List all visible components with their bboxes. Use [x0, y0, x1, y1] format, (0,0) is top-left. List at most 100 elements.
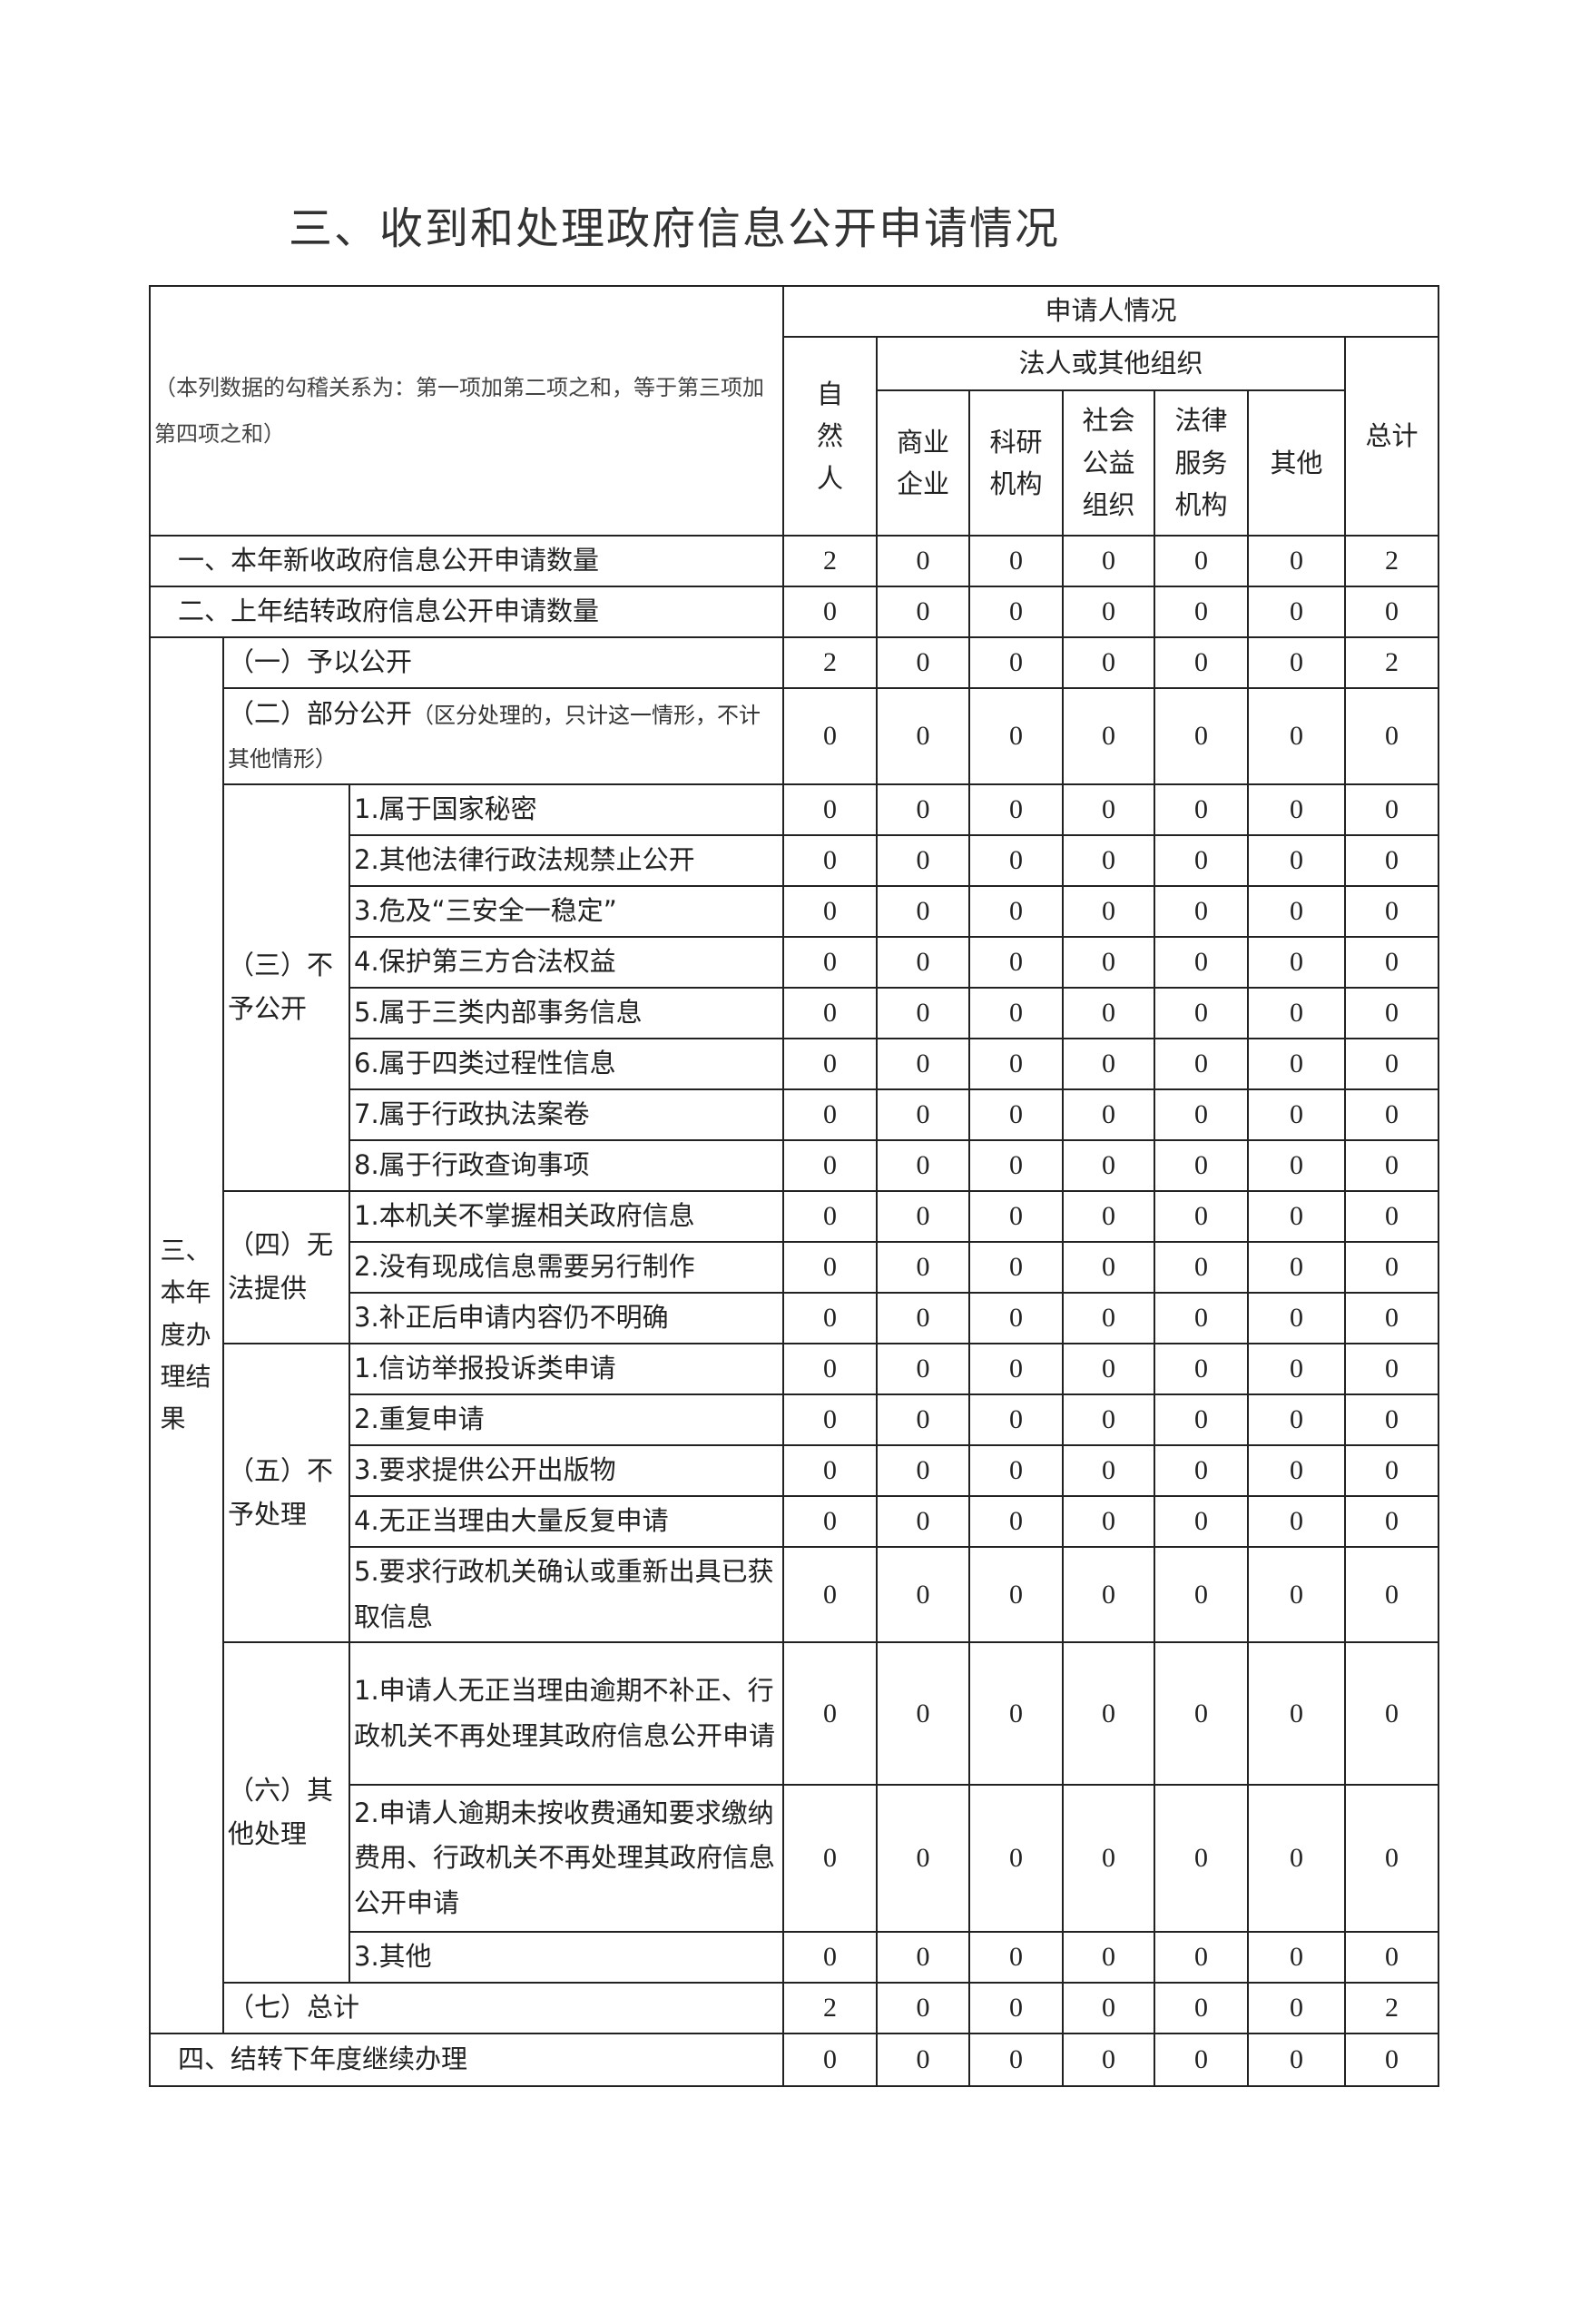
value-cell: 0 — [968, 1393, 1065, 1446]
table-row: 一、本年新收政府信息公开申请数量 2 0 0 0 0 0 2 — [148, 535, 1440, 587]
header-note: （本列数据的勾稽关系为：第一项加第二项之和，等于第三项加第四项之和） — [148, 285, 785, 537]
value-cell: 0 — [1154, 936, 1250, 989]
value-cell: 0 — [1344, 1241, 1440, 1294]
value-cell: 0 — [968, 1641, 1065, 1786]
value-cell: 0 — [782, 1190, 879, 1243]
value-cell: 0 — [968, 936, 1065, 989]
item-label: 2.重复申请 — [348, 1393, 785, 1446]
value-cell: 0 — [1344, 1292, 1440, 1344]
value-cell: 0 — [1344, 987, 1440, 1039]
value-cell: 0 — [1344, 586, 1440, 638]
header-col-cell-1: 科研机构 — [968, 389, 1065, 537]
value-cell: 0 — [1154, 1343, 1250, 1395]
value-cell: 0 — [1247, 1444, 1347, 1497]
header-col-4: 其他 — [1270, 447, 1323, 478]
value-cell: 0 — [1154, 687, 1250, 785]
value-cell: 0 — [1154, 987, 1250, 1039]
value-cell: 0 — [1344, 936, 1440, 989]
table-row: （五）不予处理 1.信访举报投诉类申请 0 0 0 0 0 0 0 — [150, 1343, 1440, 1643]
value-cell: 0 — [876, 1641, 971, 1786]
value-cell: 0 — [1154, 1038, 1250, 1090]
table-row: 2.其他法律行政法规禁止公开 0 0 0 0 0 0 0 — [150, 834, 1440, 887]
table-row: 3.危及“三安全一稳定” 0 0 0 0 0 0 0 — [150, 885, 1440, 938]
item-label: 2.其他法律行政法规禁止公开 — [348, 834, 785, 887]
value-cell: 0 — [1062, 1784, 1156, 1933]
table-row: 5.要求行政机关确认或重新出具已获取信息 0 0 0 0 0 0 0 — [150, 1546, 1440, 1643]
value-cell: 0 — [876, 687, 971, 785]
header-natural-person-cell: 自然人 — [782, 336, 879, 537]
value-cell: 0 — [876, 834, 971, 887]
item-label: 1.本机关不掌握相关政府信息 — [348, 1190, 785, 1243]
value-cell: 0 — [968, 1190, 1065, 1243]
item-label: 2.申请人逾期未按收费通知要求缴纳费用、行政机关不再处理其政府信息公开申请 — [348, 1784, 785, 1933]
value-cell: 0 — [1247, 834, 1347, 887]
value-cell: 0 — [1062, 1393, 1156, 1446]
value-cell: 0 — [968, 1038, 1065, 1090]
value-cell: 0 — [1062, 1292, 1156, 1344]
value-cell: 0 — [968, 1931, 1065, 1984]
item-label: 4.无正当理由大量反复申请 — [348, 1495, 785, 1548]
value-cell: 0 — [782, 987, 879, 1039]
value-cell: 0 — [1154, 535, 1250, 587]
value-cell: 0 — [1062, 1444, 1156, 1497]
value-cell: 0 — [782, 1784, 879, 1933]
value-cell: 0 — [1344, 1546, 1440, 1643]
table-row: 3.要求提供公开出版物 0 0 0 0 0 0 0 — [150, 1444, 1440, 1497]
value-cell: 0 — [968, 1546, 1065, 1643]
table-row: 四、结转下年度继续办理 0 0 0 0 0 0 0 — [148, 2033, 1440, 2087]
value-cell: 2 — [1344, 1982, 1440, 2034]
value-cell: 0 — [782, 1931, 879, 1984]
row-label: 四、结转下年度继续办理 — [148, 2033, 785, 2087]
value-cell: 0 — [876, 1444, 971, 1497]
value-cell: 0 — [1247, 687, 1347, 785]
item-label: 5.属于三类内部事务信息 — [348, 987, 785, 1039]
header-natural-person: 自然人 — [817, 378, 844, 494]
value-cell: 0 — [1247, 1641, 1347, 1786]
value-cell: 0 — [782, 1038, 879, 1090]
value-cell: 0 — [1062, 1546, 1156, 1643]
group-label-cell: （六）其他处理 — [222, 1641, 350, 1984]
value-cell: 0 — [1154, 586, 1250, 638]
value-cell: 2 — [782, 1982, 879, 2034]
value-cell: 0 — [1154, 1931, 1250, 1984]
header-legal-org: 法人或其他组织 — [876, 336, 1347, 391]
group-label: （三）不予公开 — [228, 950, 334, 1024]
table-row: 4.无正当理由大量反复申请 0 0 0 0 0 0 0 — [150, 1495, 1440, 1548]
value-cell: 0 — [968, 1343, 1065, 1395]
header-col-cell-4: 其他 — [1247, 389, 1347, 537]
value-cell: 0 — [968, 1139, 1065, 1192]
value-cell: 0 — [1247, 1495, 1347, 1548]
value-cell: 0 — [782, 834, 879, 887]
value-cell: 0 — [1154, 1641, 1250, 1786]
value-cell: 0 — [1247, 1088, 1347, 1141]
group-label-cell: （七）总计 — [221, 1982, 785, 2034]
table-row: （二）部分公开（区分处理的，只计这一情形，不计其他情形） 0 0 0 0 0 0 0 — [150, 687, 1440, 785]
value-cell: 0 — [876, 1393, 971, 1446]
item-label: 7.属于行政执法案卷 — [348, 1088, 785, 1141]
header-col-cell-3: 法律服务机构 — [1154, 389, 1250, 537]
item-label: 5.要求行政机关确认或重新出具已获取信息 — [348, 1546, 785, 1643]
group-label: （一）予以公开 — [228, 646, 413, 678]
applications-table: （本列数据的勾稽关系为：第一项加第二项之和，等于第三项加第四项之和） 申请人情况… — [148, 285, 1440, 2087]
table-row: 4.保护第三方合法权益 0 0 0 0 0 0 0 — [150, 936, 1440, 989]
table-row: 三、本年度办理结果 （一）予以公开 2 0 0 0 0 0 2 — [149, 636, 1440, 2034]
header-total: 总计 — [1344, 336, 1440, 537]
value-cell: 0 — [876, 1784, 971, 1933]
value-cell: 0 — [1062, 783, 1156, 836]
header-applicant: 申请人情况 — [782, 285, 1440, 338]
value-cell: 0 — [1154, 1088, 1250, 1141]
item-label: 3.要求提供公开出版物 — [348, 1444, 785, 1497]
value-cell: 0 — [876, 1343, 971, 1395]
value-cell: 0 — [782, 1241, 879, 1294]
table-row: （六）其他处理 1.申请人无正当理由逾期不补正、行政机关不再处理其政府信息公开申请… — [150, 1641, 1440, 1984]
group-label: （六）其他处理 — [228, 1774, 334, 1849]
row-label: 二、上年结转政府信息公开申请数量 — [148, 586, 785, 638]
value-cell: 0 — [1154, 2033, 1250, 2087]
value-cell: 0 — [968, 1982, 1065, 2034]
table-row: （四）无法提供 1.本机关不掌握相关政府信息 0 0 0 0 0 0 0 — [150, 1190, 1440, 1344]
value-cell: 0 — [1247, 535, 1347, 587]
value-cell: 0 — [1247, 1393, 1347, 1446]
value-cell: 0 — [1247, 885, 1347, 938]
header-col-1: 科研机构 — [989, 426, 1043, 499]
value-cell: 0 — [968, 987, 1065, 1039]
